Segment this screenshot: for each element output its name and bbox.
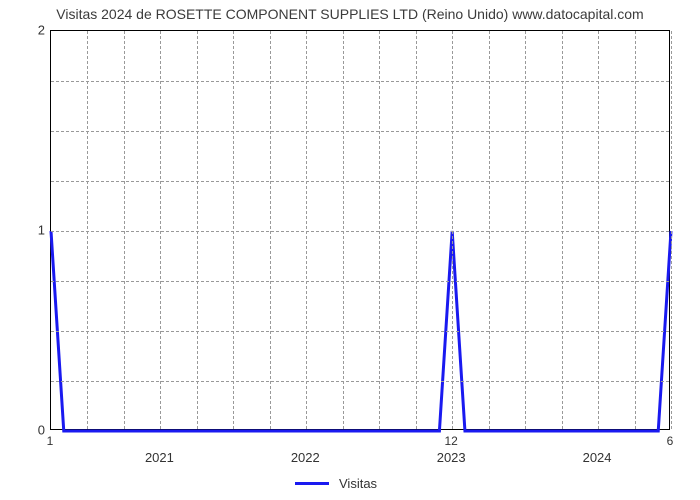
- y-tick-label: 2: [15, 23, 45, 38]
- gridline-h: [51, 331, 669, 332]
- gridline-h: [51, 131, 669, 132]
- gridline-v: [233, 31, 234, 429]
- gridline-v: [671, 31, 672, 429]
- x-major-label: 2022: [291, 450, 320, 465]
- gridline-v: [562, 31, 563, 429]
- gridline-v: [343, 31, 344, 429]
- x-minor-label: 1: [47, 434, 54, 448]
- gridline-h: [51, 81, 669, 82]
- gridline-v: [197, 31, 198, 429]
- gridline-v: [379, 31, 380, 429]
- gridline-h: [51, 231, 669, 232]
- plot-inner: [51, 31, 669, 429]
- legend: Visitas: [295, 476, 377, 491]
- gridline-h: [51, 281, 669, 282]
- gridline-h: [51, 181, 669, 182]
- x-major-label: 2021: [145, 450, 174, 465]
- legend-line: [295, 482, 329, 485]
- x-minor-label: 12: [444, 434, 457, 448]
- gridline-v: [160, 31, 161, 429]
- gridline-v: [489, 31, 490, 429]
- x-major-label: 2023: [437, 450, 466, 465]
- gridline-v: [525, 31, 526, 429]
- plot-area: [50, 30, 670, 430]
- gridline-v: [452, 31, 453, 429]
- chart-title: Visitas 2024 de ROSETTE COMPONENT SUPPLI…: [0, 6, 700, 22]
- y-tick-label: 1: [15, 223, 45, 238]
- gridline-v: [598, 31, 599, 429]
- gridline-h: [51, 381, 669, 382]
- y-tick-label: 0: [15, 423, 45, 438]
- legend-label: Visitas: [339, 476, 377, 491]
- gridline-v: [124, 31, 125, 429]
- gridline-v: [635, 31, 636, 429]
- gridline-v: [270, 31, 271, 429]
- chart-container: { "title": { "text": "Visitas 2024 de RO…: [0, 0, 700, 500]
- gridline-v: [87, 31, 88, 429]
- gridline-v: [306, 31, 307, 429]
- x-major-label: 2024: [583, 450, 612, 465]
- x-minor-label: 6: [667, 434, 674, 448]
- gridline-v: [416, 31, 417, 429]
